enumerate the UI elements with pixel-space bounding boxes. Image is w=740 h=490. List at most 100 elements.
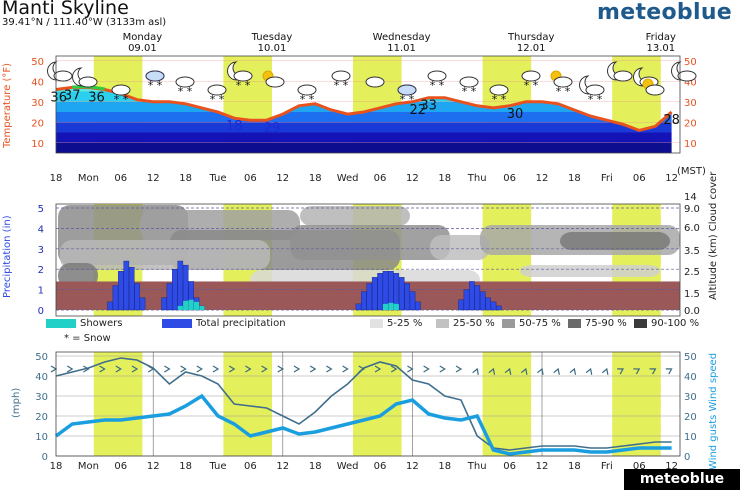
precipitation-bar xyxy=(128,266,135,311)
wind-direction-icon xyxy=(569,367,577,375)
panel-frame xyxy=(55,351,681,457)
moon-cloud-icon xyxy=(72,67,98,88)
temperature-tick-left: 40 xyxy=(31,77,44,88)
precipitation-bar xyxy=(366,283,373,311)
temperature-tick-right: 50 xyxy=(684,57,697,68)
panel-frame xyxy=(55,55,681,154)
cloud-icon xyxy=(145,70,165,82)
time-label: 06 xyxy=(244,173,257,184)
altitude-tick-right: 9.0 xyxy=(684,204,700,215)
temperature-tick-right: 20 xyxy=(684,118,697,129)
snowflake-icon: * * xyxy=(524,79,539,92)
cloud-icon xyxy=(489,84,509,96)
wind-tick-right: 10 xyxy=(684,432,697,443)
cloud-icon xyxy=(207,84,227,96)
temperature-band xyxy=(56,122,672,133)
temperature-band xyxy=(56,142,672,153)
moon-cloud-icon xyxy=(671,61,697,82)
day-header: Thursday 12.01 xyxy=(496,32,566,54)
temperature-value-label: 37 xyxy=(64,88,81,103)
time-label: 06 xyxy=(633,173,646,184)
meteoblue-logo[interactable]: meteoblue xyxy=(597,0,732,25)
cloud-icon xyxy=(78,76,98,88)
time-label: 18 xyxy=(438,461,451,472)
day-header: Friday 13.01 xyxy=(626,32,696,54)
precipitation-bar xyxy=(139,297,146,311)
cloud-icon xyxy=(645,84,665,96)
temperature-tick-left: 20 xyxy=(31,118,44,129)
temperature-value-label: 29 xyxy=(264,121,281,136)
legend-item: 5-25 % xyxy=(370,318,422,329)
precipitation-bar xyxy=(161,297,167,311)
legend-item: 25-50 % xyxy=(436,318,495,329)
time-label: Fri xyxy=(601,173,613,184)
wind-direction-icon xyxy=(212,365,220,373)
precipitation-bar xyxy=(398,277,405,311)
precipitation-bar xyxy=(490,301,497,311)
snowflake-icon: * * xyxy=(236,79,251,92)
precipitation-bar xyxy=(355,303,362,311)
time-label: 18 xyxy=(50,173,63,184)
precipitation-tick-left: 2 xyxy=(38,265,44,276)
time-label: Fri xyxy=(601,461,613,472)
precipitation-tick-left: 1 xyxy=(38,286,44,297)
precipitation-bar xyxy=(107,301,113,311)
panel-frame xyxy=(55,203,681,317)
time-label: 06 xyxy=(244,461,257,472)
precipitation-axis-label: Precipitation (in) xyxy=(2,215,13,298)
legend-label: 5-25 % xyxy=(387,318,423,329)
day-header: Tuesday 10.01 xyxy=(237,32,307,54)
cloud-icon xyxy=(365,76,385,88)
time-label: 18 xyxy=(179,461,192,472)
temperature-value-label: 30 xyxy=(507,107,524,122)
location-title: Manti Skyline xyxy=(2,0,129,19)
time-label: 12 xyxy=(536,173,549,184)
temperature-tick-left: 10 xyxy=(31,139,44,150)
cloud-snow-icon xyxy=(175,76,195,88)
daylight-band xyxy=(612,352,661,456)
wind-direction-icon xyxy=(50,365,58,373)
showers-bar xyxy=(388,302,394,310)
snowflake-icon: * * xyxy=(430,79,445,92)
cloud-icon xyxy=(521,70,541,82)
legend-label: 50-75 % xyxy=(519,318,561,329)
wind-direction-icon xyxy=(196,365,203,373)
time-label: 06 xyxy=(503,173,516,184)
cloud-snow-icon xyxy=(459,76,479,88)
time-label: 12 xyxy=(536,461,549,472)
precipitation-bar xyxy=(112,285,119,311)
time-label: Thu xyxy=(467,461,487,472)
location-coordinates: 39.41°N / 111.40°W (3133m asl) xyxy=(2,17,167,28)
precipitation-bar xyxy=(415,301,421,311)
wind-direction-icon xyxy=(131,365,139,373)
wind-tick-right: 20 xyxy=(684,412,697,423)
temperature-value-label: 22 xyxy=(410,103,427,118)
wind-direction-icon xyxy=(488,367,496,375)
wind-direction-icon xyxy=(601,367,609,375)
timezone-label: (MST) xyxy=(677,166,706,177)
wind-direction-icon xyxy=(439,365,446,373)
time-label: 18 xyxy=(50,461,63,472)
daylight-band xyxy=(482,352,532,456)
day-name: Tuesday xyxy=(251,32,293,43)
altitude-tick-right: 3.5 xyxy=(684,246,700,257)
legend-item: 90-100 % xyxy=(634,318,699,329)
precipitation-bar xyxy=(469,281,475,311)
wind-direction-icon xyxy=(342,365,349,373)
footer-brand[interactable]: meteoblue xyxy=(624,469,740,490)
time-label: 06 xyxy=(114,461,127,472)
temperature-value-label: 36 xyxy=(50,90,67,105)
legend-label: 90-100 % xyxy=(651,318,700,329)
moon-cloud-icon xyxy=(47,61,73,82)
cloud-snow-icon xyxy=(111,84,131,96)
time-label: 06 xyxy=(114,173,127,184)
cloud-cover-area xyxy=(300,206,410,226)
time-label: 18 xyxy=(568,461,581,472)
wind-tick-left: 0 xyxy=(42,452,48,463)
wind-direction-icon xyxy=(649,368,657,375)
wind-direction-icon xyxy=(326,365,333,373)
cloud-cover-area xyxy=(520,265,660,277)
precipitation-bar xyxy=(485,297,491,311)
temperature-value-label: 36 xyxy=(88,90,105,105)
altitude-tick-right: 2.5 xyxy=(684,267,700,278)
